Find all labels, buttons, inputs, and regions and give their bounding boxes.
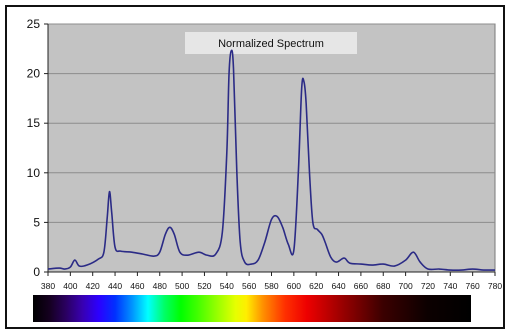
x-tick-label: 440 xyxy=(108,281,122,291)
y-tick-label: 20 xyxy=(27,67,41,81)
x-tick-label: 500 xyxy=(175,281,189,291)
x-tick-label: 680 xyxy=(376,281,390,291)
x-tick-label: 780 xyxy=(488,281,502,291)
x-tick-label: 700 xyxy=(399,281,413,291)
x-tick-label: 640 xyxy=(331,281,345,291)
x-tick-label: 720 xyxy=(421,281,435,291)
x-tick-label: 600 xyxy=(287,281,301,291)
x-tick-label: 580 xyxy=(264,281,278,291)
x-tick-label: 380 xyxy=(41,281,55,291)
spectrum-color-bar xyxy=(33,295,471,322)
x-tick-label: 460 xyxy=(130,281,144,291)
x-tick-label: 740 xyxy=(443,281,457,291)
y-tick-label: 10 xyxy=(27,166,41,180)
x-tick-label: 520 xyxy=(197,281,211,291)
series-line-0 xyxy=(47,49,496,271)
chart-title: Normalized Spectrum xyxy=(218,38,324,50)
x-tick-label: 560 xyxy=(242,281,256,291)
x-tick-label: 420 xyxy=(86,281,100,291)
x-tick-label: 480 xyxy=(153,281,167,291)
x-tick-label: 400 xyxy=(63,281,77,291)
y-tick-label: 15 xyxy=(27,116,41,130)
x-tick-label: 760 xyxy=(466,281,480,291)
chart-title-box xyxy=(185,32,357,54)
x-tick-label: 660 xyxy=(354,281,368,291)
x-tick-label: 620 xyxy=(309,281,323,291)
y-tick-label: 5 xyxy=(33,215,40,229)
plot-area xyxy=(47,23,496,273)
x-tick-label: 540 xyxy=(220,281,234,291)
y-tick-label: 25 xyxy=(27,17,41,31)
y-tick-label: 0 xyxy=(33,265,40,279)
